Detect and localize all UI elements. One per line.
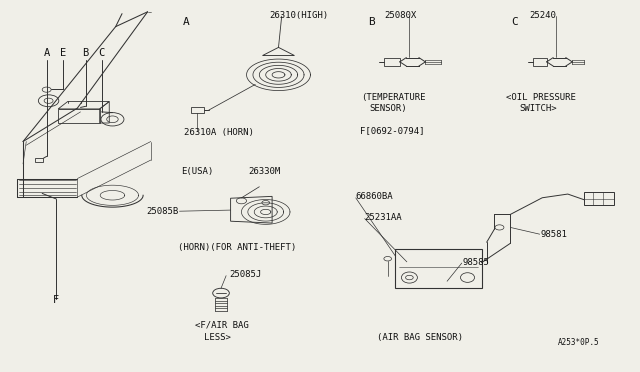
Bar [532, 58, 547, 65]
Text: 98581: 98581 [540, 230, 567, 239]
Text: 25240: 25240 [529, 11, 556, 20]
Text: A: A [44, 48, 50, 58]
Text: E(USA): E(USA) [180, 167, 213, 176]
Text: 25231AA: 25231AA [365, 213, 403, 222]
Text: (HORN)(FOR ANTI-THEFT): (HORN)(FOR ANTI-THEFT) [177, 243, 296, 251]
Text: A253*0P.5: A253*0P.5 [557, 338, 599, 347]
Text: E: E [60, 48, 67, 58]
Text: 25085B: 25085B [146, 207, 178, 216]
Bar [384, 58, 400, 65]
Text: B: B [83, 48, 89, 58]
Text: B: B [368, 17, 374, 28]
Text: (TEMPERATURE: (TEMPERATURE [362, 93, 426, 102]
Text: 25085J: 25085J [229, 270, 262, 279]
Text: 25080X: 25080X [384, 11, 416, 20]
Bar [584, 192, 614, 205]
Bar [35, 158, 44, 162]
Text: 98585: 98585 [463, 258, 490, 267]
Text: 26330M: 26330M [248, 167, 281, 176]
Text: (AIR BAG SENSOR): (AIR BAG SENSOR) [378, 333, 463, 342]
Text: C: C [99, 48, 105, 58]
Text: F[0692-0794]: F[0692-0794] [360, 126, 424, 135]
Text: LESS>: LESS> [204, 333, 230, 342]
Text: 66860BA: 66860BA [355, 192, 393, 201]
Text: SWITCH>: SWITCH> [519, 104, 557, 113]
Text: SENSOR): SENSOR) [370, 104, 408, 113]
Text: <F/AIR BAG: <F/AIR BAG [195, 321, 249, 330]
Text: C: C [511, 17, 518, 28]
Text: 26310A (HORN): 26310A (HORN) [184, 128, 254, 137]
Bar [58, 109, 100, 123]
Text: F: F [53, 295, 60, 305]
Text: 26310(HIGH): 26310(HIGH) [269, 11, 328, 20]
Text: A: A [182, 17, 189, 28]
Bar [191, 107, 204, 113]
Bar [396, 249, 481, 288]
Text: <OIL PRESSURE: <OIL PRESSURE [506, 93, 577, 102]
